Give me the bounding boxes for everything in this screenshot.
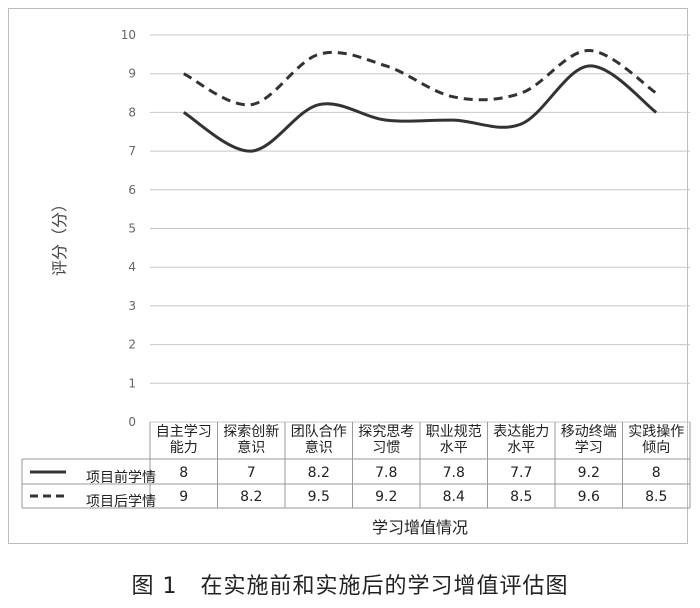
x-category-label: 自主学习 能力 bbox=[150, 424, 218, 456]
figure-caption: 图 1 在实施前和实施后的学习增值评估图 bbox=[131, 574, 569, 599]
x-axis-title: 学习增值情况 bbox=[371, 518, 468, 537]
data-label: 8 bbox=[179, 465, 189, 481]
data-label: 9 bbox=[179, 489, 189, 505]
x-category-label: 移动终端 学习 bbox=[555, 424, 623, 456]
y-tick-label: 6 bbox=[128, 183, 136, 197]
data-label: 7 bbox=[246, 465, 256, 481]
x-category-label-line: 自主学习 bbox=[155, 424, 212, 440]
series-line-after bbox=[183, 48, 658, 107]
x-category-label-line: 学习 bbox=[574, 440, 603, 456]
data-label: 8.4 bbox=[442, 489, 465, 505]
x-category-label-line: 意识 bbox=[237, 440, 266, 456]
data-label: 8.2 bbox=[240, 489, 263, 505]
data-label: 8.5 bbox=[510, 489, 533, 505]
y-tick-label: 10 bbox=[121, 28, 136, 42]
x-category-label-line: 团队合作 bbox=[290, 424, 347, 440]
y-tick-label: 4 bbox=[128, 260, 136, 274]
data-label: 7.7 bbox=[510, 465, 533, 481]
data-label: 9.2 bbox=[577, 465, 600, 481]
x-category-label: 团队合作 意识 bbox=[285, 424, 353, 456]
y-tick-label: 8 bbox=[128, 105, 136, 119]
y-axis-label: 评分（分） bbox=[50, 196, 69, 277]
x-category-label-line: 探索创新 bbox=[223, 424, 280, 440]
x-category-label-line: 水平 bbox=[439, 440, 468, 456]
y-tick-label: 3 bbox=[128, 299, 136, 313]
data-label: 8.2 bbox=[307, 465, 330, 481]
series-line-before bbox=[182, 64, 658, 153]
x-category-label: 实践操作 倾向 bbox=[623, 424, 691, 456]
y-tick-label: 0 bbox=[128, 415, 136, 429]
x-category-label-line: 职业规范 bbox=[425, 424, 482, 440]
data-label: 9.6 bbox=[577, 489, 600, 505]
x-category-label-line: 习惯 bbox=[372, 440, 401, 456]
x-category-label-line: 水平 bbox=[507, 440, 536, 456]
x-category-label-line: 实践操作 bbox=[628, 424, 685, 440]
data-label: 8.5 bbox=[645, 489, 668, 505]
x-category-label-line: 移动终端 bbox=[560, 424, 617, 440]
y-tick-label: 5 bbox=[128, 222, 136, 236]
x-category-label: 探索创新 意识 bbox=[218, 424, 286, 456]
y-tick-label: 9 bbox=[128, 67, 136, 81]
x-category-label: 职业规范 水平 bbox=[420, 424, 488, 456]
chart-frame bbox=[8, 8, 688, 544]
x-category-label-line: 表达能力 bbox=[493, 424, 550, 440]
y-tick-label: 2 bbox=[128, 338, 136, 352]
data-label: 7.8 bbox=[375, 465, 398, 481]
legend-label-after: 项目后学情 bbox=[86, 494, 156, 510]
data-label: 7.8 bbox=[442, 465, 465, 481]
x-category-label-line: 探究思考 bbox=[358, 424, 415, 440]
data-label: 9.2 bbox=[375, 489, 398, 505]
y-tick-label: 7 bbox=[128, 144, 136, 158]
y-tick-label: 1 bbox=[128, 376, 136, 390]
x-category-label-line: 能力 bbox=[169, 440, 198, 456]
x-category-label: 表达能力 水平 bbox=[488, 424, 556, 456]
legend-label-before: 项目前学情 bbox=[86, 470, 156, 486]
x-category-label-line: 意识 bbox=[304, 440, 333, 456]
data-label: 8 bbox=[651, 465, 661, 481]
x-category-label: 探究思考 习惯 bbox=[353, 424, 421, 456]
data-label: 9.5 bbox=[307, 489, 330, 505]
x-category-label-line: 倾向 bbox=[642, 440, 671, 456]
